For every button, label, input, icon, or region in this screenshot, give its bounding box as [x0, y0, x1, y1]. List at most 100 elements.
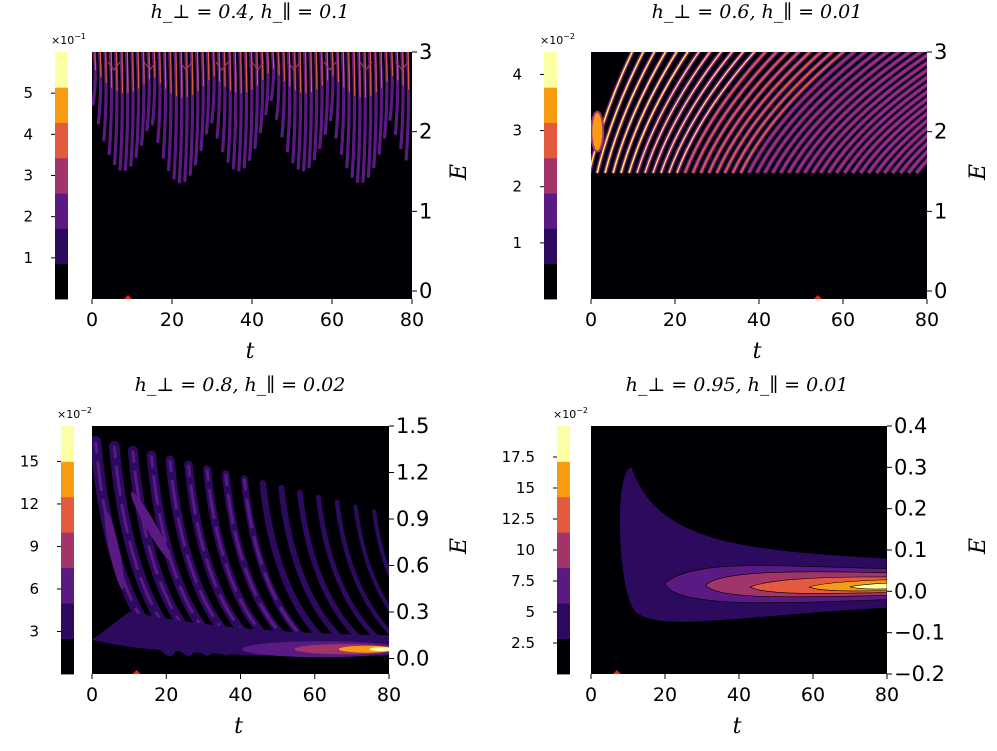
x-tick-label: 80	[875, 684, 899, 706]
contour-band-peak	[229, 52, 232, 91]
y-tick-label: 1	[934, 199, 947, 223]
contour-band-peak	[287, 61, 301, 71]
colorbar-segment	[55, 263, 68, 300]
contour-band	[914, 157, 927, 175]
x-tick-label: 40	[228, 684, 252, 706]
colorbar-multiplier: ×10−2	[57, 406, 92, 421]
contour-band-peak	[375, 52, 377, 93]
y-axis-label: E	[447, 164, 472, 181]
contour-band	[280, 52, 286, 138]
contour-band-peak	[278, 52, 280, 76]
x-tick-label: 80	[400, 309, 424, 331]
contour-band	[683, 52, 767, 174]
contour-band	[755, 52, 867, 174]
contour-band	[215, 52, 222, 139]
contour-band-peak	[105, 52, 107, 83]
contour-band-peak	[179, 61, 193, 71]
colorbar-tick-label: 17.5	[502, 448, 535, 466]
y-axis-label: E	[966, 164, 991, 181]
contour-band	[145, 52, 151, 132]
colorbar-tick-label: 1	[512, 234, 522, 252]
colorbar-segment	[557, 532, 570, 569]
colorbar-tick-label: 2	[512, 178, 522, 196]
colorbar-segment	[544, 193, 557, 229]
contour-band	[167, 52, 173, 172]
contour-band	[140, 52, 146, 146]
contour-band-peak	[283, 52, 286, 82]
contour-band	[366, 52, 373, 178]
contour-band	[915, 159, 927, 174]
contour-band	[787, 52, 912, 174]
colorbar-tick-label: 2.5	[511, 634, 535, 652]
contour-band	[899, 142, 927, 174]
x-tick-label: 20	[154, 684, 178, 706]
contour-band-peak	[391, 52, 394, 76]
contour-area	[591, 52, 927, 175]
contour-band	[891, 134, 927, 174]
contour-band	[345, 52, 351, 169]
contour-band-peak	[321, 52, 323, 86]
colorbar-multiplier: ×10−2	[540, 32, 575, 47]
contour-band	[763, 52, 879, 174]
colorbar: 1 2 3 4 5 ×10−1	[23, 32, 86, 300]
colorbar-tick-label: 10	[516, 541, 535, 559]
colorbar-segment	[55, 228, 68, 265]
contour-band	[183, 52, 189, 183]
y-tick-label: 0.9	[396, 507, 429, 531]
y-tick-label: 0.3	[396, 600, 429, 624]
contour-band	[231, 52, 238, 170]
contour-band	[811, 61, 927, 174]
colorbar-segment	[544, 228, 557, 265]
colorbar-segment	[55, 122, 68, 159]
contour-band	[715, 52, 812, 174]
contour-band	[883, 126, 927, 174]
contour-band-peak	[348, 52, 350, 93]
x-tick-label: 0	[585, 309, 597, 331]
contour-band-peak	[359, 61, 373, 71]
y-tick-label: 0.0	[396, 647, 429, 671]
contour-band	[94, 441, 171, 652]
y-tick-label: 0.6	[396, 554, 429, 578]
contour-band	[156, 52, 162, 144]
colorbar: 2.5 5 7.5 10 12.5 15 17.5 ×10−2	[502, 406, 588, 675]
contour-band-peak	[668, 52, 744, 174]
colorbar-segment	[557, 461, 570, 498]
x-tick-label: 0	[86, 309, 98, 331]
contour-band-peak	[305, 52, 307, 94]
contour-band-peak	[207, 52, 210, 81]
contour-band	[779, 52, 901, 174]
contour-band	[150, 52, 157, 126]
colorbar-segment	[55, 193, 68, 229]
x-tick-label: 80	[915, 309, 939, 331]
contour-band	[350, 52, 357, 179]
contour-band	[302, 52, 308, 172]
contour-band-peak	[395, 61, 409, 71]
contour-band	[827, 76, 927, 174]
colorbar-tick-label: 4	[23, 125, 33, 143]
contour-band	[361, 52, 367, 183]
contour-band	[867, 112, 927, 174]
contour-band-peak	[596, 52, 644, 174]
contour-band	[296, 52, 303, 170]
contour-band	[104, 510, 124, 590]
colorbar: 1 2 3 4 ×10−2	[512, 32, 575, 300]
x-axis-label: t	[733, 714, 742, 739]
colorbar-segment	[557, 638, 570, 675]
contour-band-peak	[652, 52, 722, 174]
y-tick-label: 0.4	[894, 414, 927, 438]
contour-band-peak	[288, 52, 291, 87]
contour-band	[819, 68, 927, 174]
contour-band	[113, 52, 119, 166]
colorbar-tick-label: 5	[525, 603, 535, 621]
plot-title: h_⊥ = 0.6, h_∥ = 0.01	[652, 1, 863, 23]
contour-band-peak	[369, 52, 372, 96]
contour-band	[102, 52, 108, 142]
colorbar-tick-label: 2	[23, 208, 33, 226]
contour-band-peak	[337, 52, 340, 82]
contour-band-peak	[94, 52, 97, 71]
time-marker	[132, 670, 141, 674]
colorbar-tick-label: 15	[516, 479, 535, 497]
contour-band	[237, 52, 243, 172]
